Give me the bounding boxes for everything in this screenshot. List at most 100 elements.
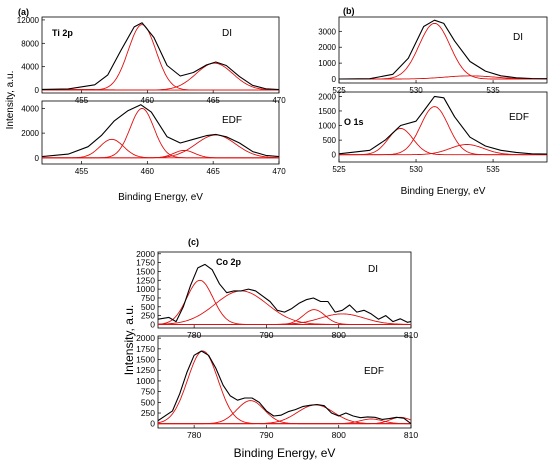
x-tick-label: 465 xyxy=(206,167,220,176)
fit-component xyxy=(339,144,547,156)
y-tick-label: 1500 xyxy=(136,266,155,276)
panel-0 xyxy=(41,16,280,165)
y-tick-label: 1000 xyxy=(136,284,155,294)
x-tick-label: 455 xyxy=(75,167,89,176)
fit-component xyxy=(158,313,411,325)
y-tick-label: 1250 xyxy=(136,365,155,375)
y-tick-label: 500 xyxy=(141,397,155,407)
y-tick-label: 0 xyxy=(150,319,155,329)
x-tick-label: 470 xyxy=(272,96,286,105)
plot-area xyxy=(42,22,279,91)
sample-label: EDF xyxy=(509,112,529,123)
experimental-spectrum xyxy=(42,104,279,158)
panel-2 xyxy=(157,251,412,429)
experimental-spectrum xyxy=(339,19,547,80)
x-tick-label: 800 xyxy=(332,430,346,440)
y-tick-label: 1250 xyxy=(136,275,155,285)
x-tick-label: 525 xyxy=(332,165,346,174)
element-label: Co 2p xyxy=(216,257,242,267)
y-tick-label: 0 xyxy=(35,154,40,163)
panel-1 xyxy=(338,16,548,163)
plot-frame xyxy=(41,16,280,94)
y-tick-label: 8000 xyxy=(21,39,39,48)
y-tick-label: 4000 xyxy=(21,63,39,72)
element-label: O 1s xyxy=(344,117,364,127)
x-tick-label: 460 xyxy=(141,96,155,105)
y-tick-label: 2000 xyxy=(21,129,39,138)
sample-label: DI xyxy=(368,264,378,275)
fit-component xyxy=(42,138,279,159)
y-tick-label: 500 xyxy=(323,136,337,145)
x-tick-label: 790 xyxy=(259,430,273,440)
experimental-spectrum xyxy=(42,22,279,91)
y-tick-label: 1000 xyxy=(136,376,155,386)
sample-label: EDF xyxy=(364,366,384,377)
x-tick-label: 470 xyxy=(272,167,286,176)
subplot-edf xyxy=(157,335,412,429)
y-tick-label: 1000 xyxy=(318,59,336,68)
panel-label: (c) xyxy=(188,237,199,247)
x-axis-label: Binding Energy, eV xyxy=(234,446,336,460)
x-tick-label: 530 xyxy=(409,165,423,174)
y-tick-label: 250 xyxy=(141,311,155,321)
sample-label: DI xyxy=(222,28,232,39)
y-axis-label: Intensity, a.u. xyxy=(122,305,136,375)
plot-area xyxy=(339,95,547,156)
subplot-di xyxy=(338,16,548,84)
y-tick-label: 1500 xyxy=(318,107,336,116)
fit-component xyxy=(158,290,411,325)
panel-label: (b) xyxy=(343,6,355,16)
y-tick-label: 0 xyxy=(332,75,337,84)
experimental-spectrum xyxy=(158,263,411,323)
y-tick-label: 2000 xyxy=(136,333,155,343)
x-tick-label: 535 xyxy=(486,86,500,95)
y-tick-label: 1000 xyxy=(318,122,336,131)
y-tick-label: 0 xyxy=(35,86,40,95)
fit-component xyxy=(42,24,279,91)
plot-frame xyxy=(338,91,548,163)
fit-component xyxy=(42,149,279,159)
plot-frame xyxy=(338,16,548,84)
x-tick-label: 810 xyxy=(404,330,418,340)
element-label: Ti 2p xyxy=(52,28,73,38)
y-tick-label: 1500 xyxy=(136,355,155,365)
y-tick-label: 1750 xyxy=(136,344,155,354)
x-axis-label: Binding Energy, eV xyxy=(118,192,203,203)
y-tick-label: 3000 xyxy=(318,27,336,36)
y-tick-label: 750 xyxy=(141,387,155,397)
plot-frame xyxy=(157,251,412,329)
y-tick-label: 0 xyxy=(150,419,155,429)
plot-frame xyxy=(41,100,280,165)
x-tick-label: 460 xyxy=(141,167,155,176)
fit-component xyxy=(158,279,411,325)
fit-component xyxy=(158,416,411,425)
y-tick-label: 2000 xyxy=(136,249,155,259)
x-tick-label: 455 xyxy=(75,96,89,105)
plot-area xyxy=(158,350,411,425)
y-tick-label: 2000 xyxy=(318,92,336,101)
x-tick-label: 780 xyxy=(187,430,201,440)
y-tick-label: 12000 xyxy=(17,16,40,25)
sample-label: EDF xyxy=(222,115,242,126)
fit-component xyxy=(158,404,411,425)
experimental-spectrum xyxy=(339,95,547,155)
x-tick-label: 465 xyxy=(206,96,220,105)
fit-component xyxy=(158,350,411,425)
y-tick-label: 750 xyxy=(141,293,155,303)
y-tick-label: 2000 xyxy=(318,43,336,52)
y-axis-label: Intensity, a.u. xyxy=(5,71,16,130)
fit-component xyxy=(42,134,279,159)
plot-area xyxy=(339,19,547,80)
fit-component xyxy=(158,400,411,425)
y-tick-label: 0 xyxy=(332,151,337,160)
x-tick-label: 525 xyxy=(332,86,346,95)
plot-area xyxy=(42,104,279,159)
subplot-di xyxy=(157,251,412,329)
subplot-edf xyxy=(41,100,280,165)
fit-component xyxy=(339,75,547,80)
x-tick-label: 780 xyxy=(187,330,201,340)
x-tick-label: 790 xyxy=(259,330,273,340)
subplot-edf xyxy=(338,91,548,163)
x-axis-label: Binding Energy, eV xyxy=(401,186,486,197)
